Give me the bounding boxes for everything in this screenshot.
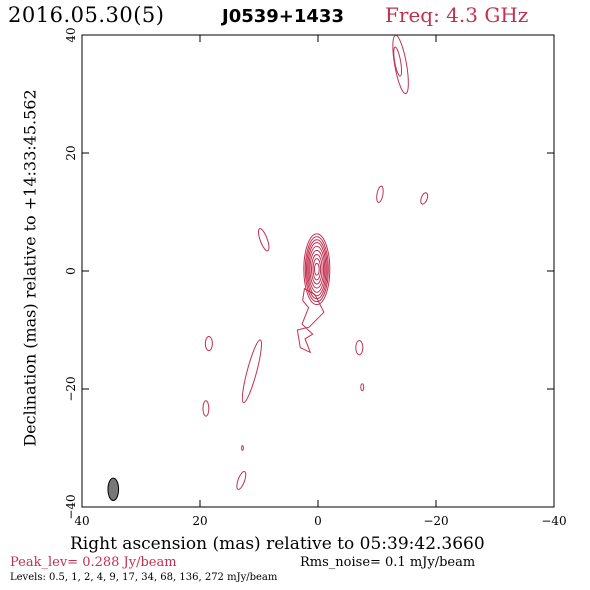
jet-component-contour: [393, 46, 403, 77]
jet-component-contour: [360, 383, 365, 392]
jet-component-contour: [392, 34, 409, 95]
y-axis-label: Declination (mas) relative to +14:33:45.…: [20, 89, 40, 447]
observation-date: 2016.05.30(5): [8, 3, 165, 27]
x-tick-label: 40: [74, 514, 89, 528]
rms-noise: Rms_noise= 0.1 mJy/beam: [300, 555, 476, 570]
contour-levels: Levels: 0.5, 1, 2, 4, 9, 17, 34, 68, 136…: [10, 572, 278, 583]
core-contour: [309, 249, 325, 289]
y-tick-label: 40: [64, 27, 78, 42]
jet-component-contour: [241, 445, 244, 451]
jet-component-contour: [204, 335, 213, 352]
peak-level: Peak_lev= 0.288 Jy/beam: [10, 555, 177, 570]
y-tick-label: −40: [64, 494, 78, 519]
x-axis-label: Right ascension (mas) relative to 05:39:…: [70, 534, 485, 554]
core-contour: [313, 262, 320, 276]
jet-component-contour: [420, 192, 429, 205]
core-contour: [311, 253, 323, 285]
core-contour: [303, 233, 331, 306]
core-contour: [304, 236, 329, 303]
extended-emission-contour: [296, 287, 325, 354]
jet-component-contour: [257, 228, 270, 252]
y-tick-label: 0: [64, 267, 78, 275]
x-tick-label: 20: [192, 514, 207, 528]
core-contour: [308, 245, 326, 293]
restoring-beam: [107, 477, 120, 502]
source-name: J0539+1433: [222, 6, 344, 27]
jet-component-contour: [202, 400, 210, 417]
contour-layer: [202, 34, 429, 490]
axis-ticks: 40 20 0 −20 −40 −40 −20 0 20 40: [64, 27, 567, 528]
beam-ellipse: [107, 477, 120, 502]
plot-frame: [81, 34, 555, 508]
x-tick-label: −40: [541, 514, 566, 528]
jet-component-contour: [241, 339, 262, 404]
jet-component-contour: [376, 185, 384, 203]
core-contour: [307, 242, 327, 297]
frequency-label: Freq: 4.3 GHz: [385, 3, 529, 27]
x-tick-label: 0: [314, 514, 322, 528]
x-tick-label: −20: [423, 514, 448, 528]
jet-component-contour: [236, 471, 247, 490]
jet-component-contour: [355, 340, 364, 356]
core-contour: [312, 258, 322, 281]
y-tick-label: 20: [64, 145, 78, 160]
y-tick-label: −20: [64, 376, 78, 401]
